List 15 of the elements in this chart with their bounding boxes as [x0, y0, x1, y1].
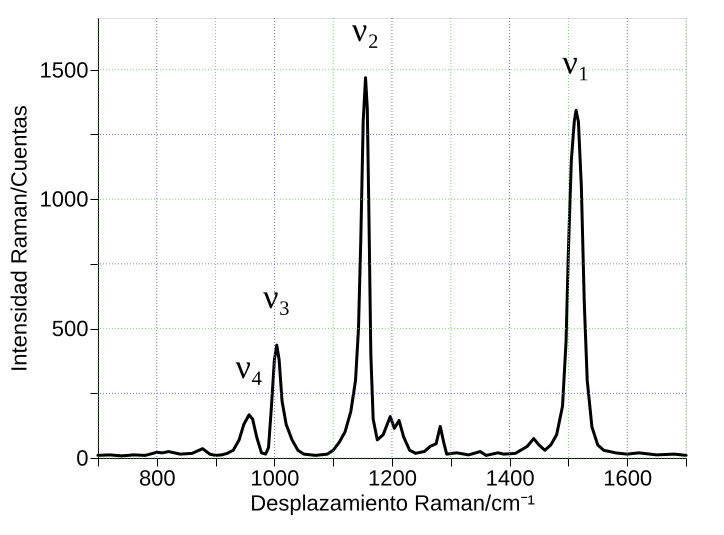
x-tick-label: 1200	[368, 466, 417, 490]
annotation: ν₄	[236, 348, 263, 386]
x-axis-title: Desplazamiento Raman/cm⁻¹	[250, 490, 535, 516]
annotation: ν₂	[352, 12, 380, 49]
annotation: ν₃	[263, 279, 290, 316]
x-tick-label: 1000	[250, 466, 300, 490]
annotation: ν₁	[562, 44, 590, 82]
y-tick-label: 1000	[40, 186, 88, 212]
x-tick-label: 1400	[486, 466, 535, 490]
x-tick-label: 800	[138, 466, 176, 490]
x-tick-label: 1600	[603, 466, 652, 490]
y-tick-label: 0	[76, 446, 88, 470]
y-tick-label: 500	[52, 316, 88, 342]
y-tick-label: 1500	[40, 57, 88, 82]
y-axis-title: Intensidad Raman/Cuentas	[6, 105, 32, 372]
